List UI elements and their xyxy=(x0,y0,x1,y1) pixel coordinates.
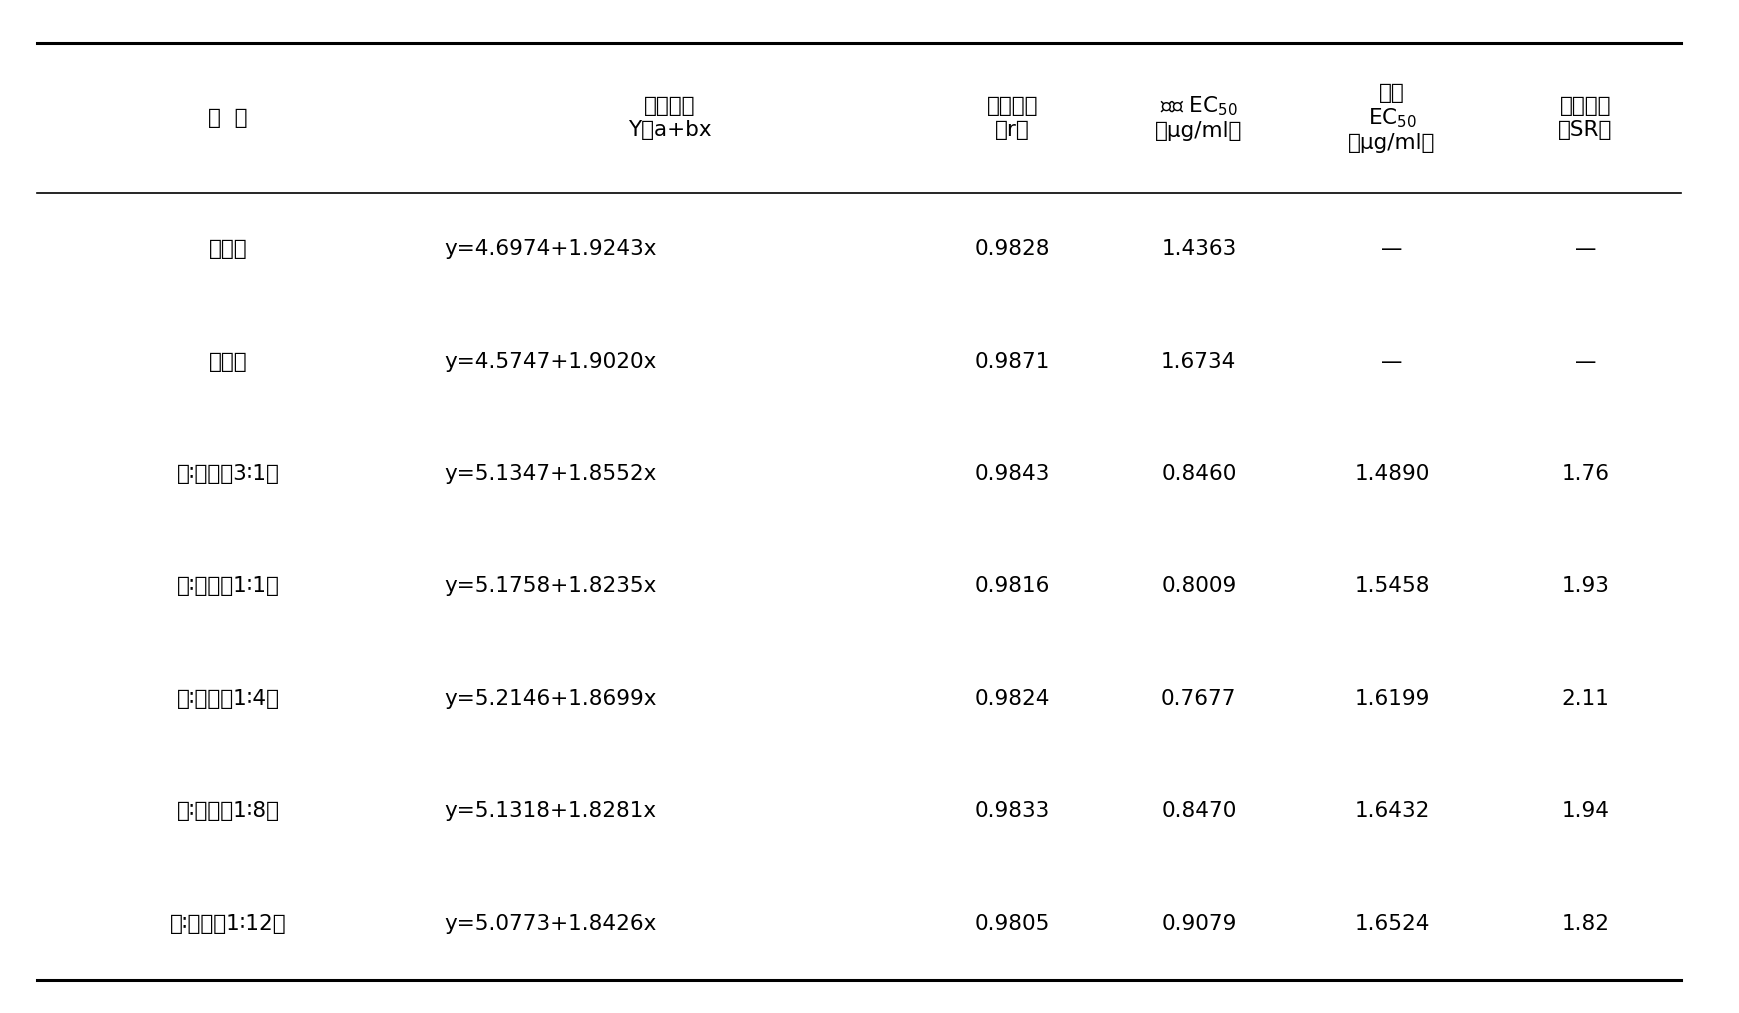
Text: 氟∶唑酮（3∶1）: 氟∶唑酮（3∶1） xyxy=(177,464,280,484)
Text: y=5.1347+1.8552x: y=5.1347+1.8552x xyxy=(445,464,657,484)
Text: 1.82: 1.82 xyxy=(1562,914,1609,934)
Text: 回归方程
Y＝a+bx: 回归方程 Y＝a+bx xyxy=(628,96,711,140)
Text: 0.8009: 0.8009 xyxy=(1162,576,1236,597)
Text: 氟环唑: 氟环唑 xyxy=(209,239,247,259)
Text: 0.9079: 0.9079 xyxy=(1162,914,1236,934)
Text: y=5.0773+1.8426x: y=5.0773+1.8426x xyxy=(445,914,657,934)
Text: y=5.1758+1.8235x: y=5.1758+1.8235x xyxy=(445,576,657,597)
Text: 0.9833: 0.9833 xyxy=(976,801,1050,822)
Text: y=4.6974+1.9243x: y=4.6974+1.9243x xyxy=(445,239,657,259)
Text: 1.6734: 1.6734 xyxy=(1162,352,1236,372)
Text: 实测 EC$_{50}$
（μg/ml）: 实测 EC$_{50}$ （μg/ml） xyxy=(1155,94,1243,142)
Text: 1.6524: 1.6524 xyxy=(1355,914,1429,934)
Text: 1.94: 1.94 xyxy=(1562,801,1609,822)
Text: 1.4890: 1.4890 xyxy=(1355,464,1429,484)
Text: 1.4363: 1.4363 xyxy=(1162,239,1236,259)
Text: 氟∶唑酮（1∶8）: 氟∶唑酮（1∶8） xyxy=(177,801,280,822)
Text: 0.9843: 0.9843 xyxy=(976,464,1050,484)
Text: 0.8470: 0.8470 xyxy=(1162,801,1236,822)
Text: 0.8460: 0.8460 xyxy=(1162,464,1236,484)
Text: 0.9805: 0.9805 xyxy=(976,914,1050,934)
Text: y=5.1318+1.8281x: y=5.1318+1.8281x xyxy=(445,801,657,822)
Text: 三唑酮: 三唑酮 xyxy=(209,352,247,372)
Text: —: — xyxy=(1576,352,1596,372)
Text: 1.93: 1.93 xyxy=(1562,576,1609,597)
Text: —: — xyxy=(1576,239,1596,259)
Text: 氟∶唑酮（1∶4）: 氟∶唑酮（1∶4） xyxy=(177,689,280,709)
Text: —: — xyxy=(1381,239,1403,259)
Text: 1.6199: 1.6199 xyxy=(1355,689,1429,709)
Text: 0.7677: 0.7677 xyxy=(1162,689,1236,709)
Text: —: — xyxy=(1381,352,1403,372)
Text: 0.9828: 0.9828 xyxy=(976,239,1050,259)
Text: 相关系数
（r）: 相关系数 （r） xyxy=(986,96,1038,140)
Text: 1.76: 1.76 xyxy=(1562,464,1609,484)
Text: y=5.2146+1.8699x: y=5.2146+1.8699x xyxy=(445,689,657,709)
Text: 理论
EC$_{50}$
（μg/ml）: 理论 EC$_{50}$ （μg/ml） xyxy=(1348,83,1436,153)
Text: 氟∶唑酮（1∶1）: 氟∶唑酮（1∶1） xyxy=(177,576,280,597)
Text: 处  理: 处 理 xyxy=(209,108,249,128)
Text: 氟∶唑酮（1∶12）: 氟∶唑酮（1∶12） xyxy=(170,914,287,934)
Text: 0.9824: 0.9824 xyxy=(976,689,1050,709)
Text: 2.11: 2.11 xyxy=(1562,689,1609,709)
Text: 0.9816: 0.9816 xyxy=(976,576,1050,597)
Text: 1.6432: 1.6432 xyxy=(1355,801,1429,822)
Text: 1.5458: 1.5458 xyxy=(1355,576,1429,597)
Text: 0.9871: 0.9871 xyxy=(976,352,1050,372)
Text: y=4.5747+1.9020x: y=4.5747+1.9020x xyxy=(445,352,657,372)
Text: 增效系数
（SR）: 增效系数 （SR） xyxy=(1558,96,1612,140)
